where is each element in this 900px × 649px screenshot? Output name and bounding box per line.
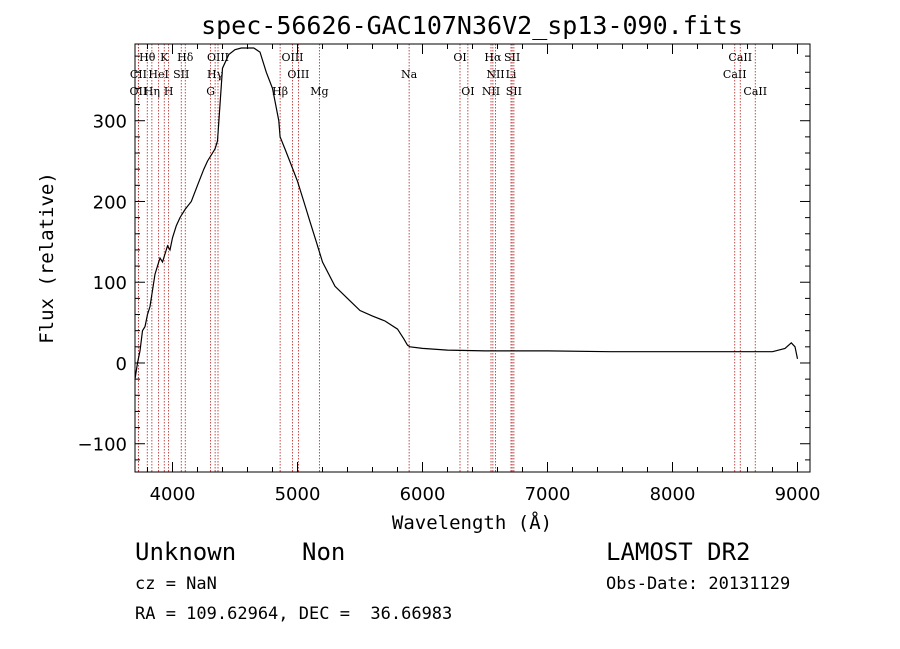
x-tick-label: 9000 xyxy=(775,484,821,505)
plot-frame xyxy=(134,43,811,473)
spectrum-series-line xyxy=(134,47,799,380)
line-label-15: NII xyxy=(486,68,504,81)
redshift-value: cz = NaN xyxy=(135,574,217,594)
y-tick-label: 300 xyxy=(93,112,127,133)
line-label-21: G xyxy=(206,85,215,98)
line-label-11: SII xyxy=(173,68,189,81)
line-label-20: H xyxy=(164,85,174,98)
line-label-3: OIII xyxy=(207,51,229,64)
y-tick-label: −100 xyxy=(78,435,127,456)
survey-name: LAMOST DR2 xyxy=(606,538,751,566)
x-tick-label: 8000 xyxy=(650,484,696,505)
line-label-14: Na xyxy=(401,68,418,81)
x-tick-label: 5000 xyxy=(275,484,321,505)
line-label-19: Hη xyxy=(144,85,160,98)
observation-date: Obs-Date: 20131129 xyxy=(606,574,791,594)
line-label-9: CII xyxy=(130,68,147,81)
line-label-17: CaII xyxy=(723,68,747,81)
line-label-22: Hβ xyxy=(272,85,288,98)
line-label-6: Hα xyxy=(484,51,502,64)
line-label-24: OI xyxy=(461,85,474,98)
y-axis-label: Flux (relative) xyxy=(36,172,58,344)
chart-title: spec-56626-GAC107N36V2_sp13-090.fits xyxy=(201,11,743,40)
y-tick-label: 0 xyxy=(116,354,127,375)
line-label-7: SII xyxy=(504,51,520,64)
line-label-26: SII xyxy=(506,85,522,98)
object-subclass: Non xyxy=(302,538,346,566)
y-axis: −100 0 100 200 300 xyxy=(78,55,810,461)
y-tick-label: 100 xyxy=(93,273,127,294)
x-tick-label: 7000 xyxy=(525,484,571,505)
line-label-25: NII xyxy=(482,85,500,98)
object-class: Unknown xyxy=(135,538,237,566)
x-axis: 4000 5000 6000 7000 8000 9000 xyxy=(147,44,821,505)
x-tick-label: 6000 xyxy=(400,484,446,505)
line-label-23: Mg xyxy=(310,85,328,98)
line-label-10: HeI xyxy=(148,68,168,81)
x-tick-label: 4000 xyxy=(150,484,196,505)
y-tick-label: 200 xyxy=(93,192,127,213)
line-label-18: OII xyxy=(130,85,148,98)
line-label-8: CaII xyxy=(728,51,752,64)
line-label-27: CaII xyxy=(743,85,767,98)
line-label-1: K xyxy=(160,51,169,64)
line-label-13: OIII xyxy=(287,68,309,81)
line-label-0: Hθ xyxy=(139,51,156,64)
line-label-4: OIII xyxy=(281,51,303,64)
line-label-2: Hδ xyxy=(177,51,194,64)
line-label-16: Li xyxy=(506,68,517,81)
line-label-12: Hγ xyxy=(207,68,224,81)
coordinates: RA = 109.62964, DEC = 36.66983 xyxy=(135,604,453,624)
spectrum-chart: spec-56626-GAC107N36V2_sp13-090.fits Hθ K… xyxy=(36,11,821,534)
x-axis-label: Wavelength (Å) xyxy=(392,511,552,534)
spectral-line-markers xyxy=(137,44,756,472)
line-label-5: OI xyxy=(453,51,466,64)
